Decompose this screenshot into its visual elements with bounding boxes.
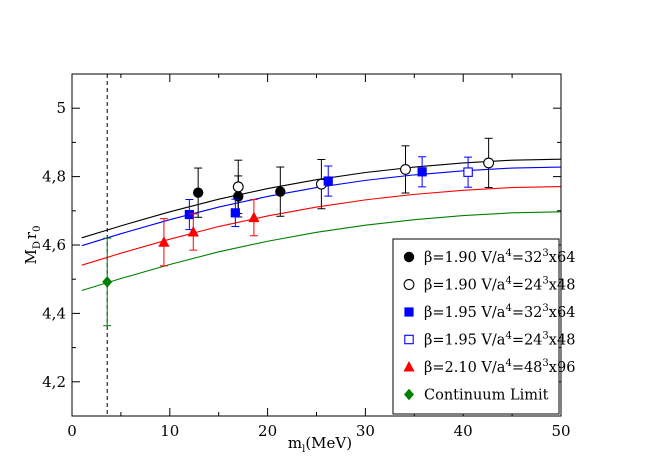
x-tick-label: 40 [454,422,473,440]
y-tick-label: 4,4 [42,304,66,322]
data-point-4-1 [463,156,473,188]
data-point-3-4 [417,156,427,188]
plot-layer [81,74,562,416]
x-tick-label: 20 [258,422,277,440]
legend-label-1: β=1.90 V/a4=323x64 [424,248,575,266]
marker [248,211,260,223]
legend-marker-3 [404,307,414,317]
fit-curve-4 [81,211,562,292]
data-point-2-4 [483,137,495,189]
legend-marker-1 [403,251,415,263]
legend-marker-6 [404,388,414,401]
marker [232,181,244,193]
marker [184,209,194,220]
y-tick-label: 4,8 [42,168,66,186]
legend-marker-2 [403,279,415,290]
marker [483,157,495,169]
marker [417,167,427,177]
legend-label-3: β=1.95 V/a4=323x64 [424,303,575,321]
marker [102,276,113,288]
data-point-2-3 [400,145,411,194]
legend: β=1.90 V/a4=323x64 β=1.90 V/a4=243x48 β=1.… [392,238,575,415]
marker [192,187,204,198]
marker [400,163,411,175]
marker [275,186,286,197]
marker [463,167,473,177]
legend-marker-4 [404,334,414,345]
x-tick-label: 0 [67,422,77,440]
legend-label-4: β=1.95 V/a4=243x48 [424,331,575,349]
fit-curve-2 [81,166,562,247]
data-point-1-3 [275,166,286,217]
data-point-6-1 [102,237,113,327]
y-tick-label: 5 [56,99,66,117]
marker [230,208,240,218]
x-tick-label: 10 [160,422,179,440]
y-tick-label: 4,6 [42,236,66,254]
x-axis-label: ml(MeV) [288,434,352,455]
legend-items: β=1.90 V/a4=323x64 β=1.90 V/a4=243x48 β=1.… [403,248,575,404]
legend-label-5: β=2.10 V/a4=483x96 [424,358,575,376]
y-axis-label: MDr0 [22,226,43,265]
data-point-3-2 [230,198,240,228]
axis-layer: 0 10 20 30 40 50 4,2 4,4 4,6 4,8 5 [42,73,571,440]
y-tick-label: 4,2 [42,373,66,391]
data-point-5-1 [158,218,170,267]
legend-label-2: β=1.90 V/a4=243x48 [424,276,575,294]
legend-marker-5 [403,361,415,372]
data-point-3-3 [323,165,333,197]
marker [158,236,170,247]
marker [323,176,333,186]
data-point-2-1 [232,159,244,215]
fit-curve-1 [81,158,562,239]
data-point-5-3 [248,199,260,237]
legend-box [392,238,560,415]
x-tick-label: 30 [356,422,375,440]
legend-label-6: Continuum Limit [424,388,549,404]
fit-curve-3 [81,185,562,266]
data-point-5-2 [187,213,199,251]
data-point-1-1 [192,167,204,218]
x-tick-label: 50 [551,422,570,440]
marker [187,226,199,237]
